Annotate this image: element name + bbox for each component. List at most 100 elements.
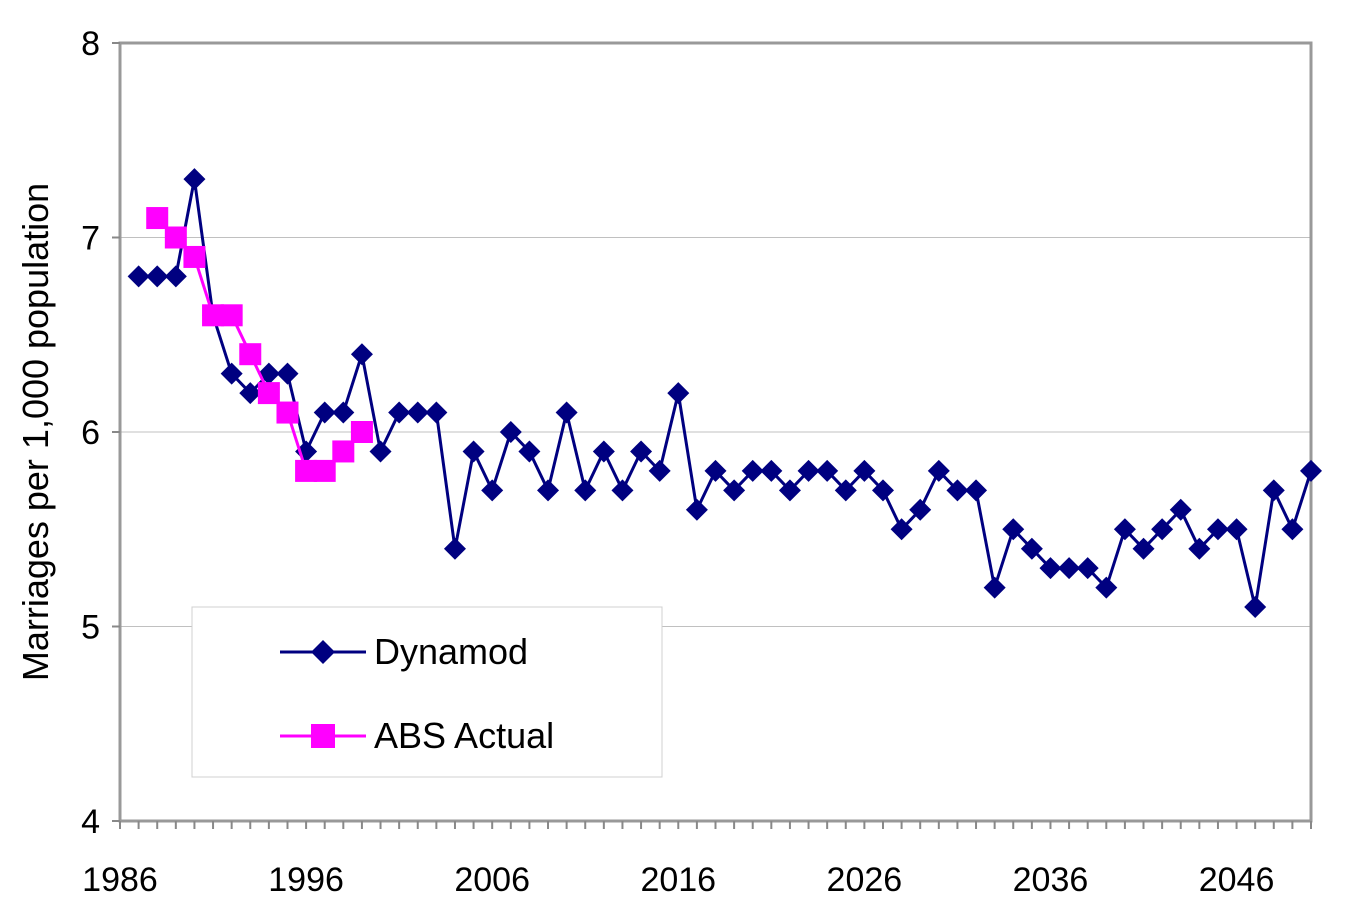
data-point-dynamod: [146, 265, 169, 288]
data-point-dynamod: [816, 459, 839, 482]
data-point-dynamod: [1020, 537, 1043, 560]
data-point-dynamod: [127, 265, 150, 288]
data-point-dynamod: [630, 440, 653, 463]
legend-box: [191, 606, 663, 778]
y-tick-label: 4: [81, 803, 100, 841]
data-point-dynamod: [574, 479, 597, 502]
legend: Dynamod ABS Actual: [191, 606, 663, 778]
legend-item-dynamod: Dynamod: [280, 631, 528, 672]
data-point-abs-actual: [332, 440, 355, 463]
data-point-abs-actual: [350, 421, 373, 443]
data-point-dynamod: [983, 576, 1006, 599]
data-point-dynamod: [443, 537, 466, 560]
data-point-dynamod: [518, 440, 541, 463]
y-axis: 4 5 6 7 8: [81, 25, 120, 841]
data-point-dynamod: [220, 362, 243, 385]
data-point-dynamod: [183, 168, 206, 191]
data-point-dynamod: [164, 265, 187, 288]
data-point-dynamod: [1095, 576, 1118, 599]
data-point-dynamod: [834, 479, 857, 502]
data-point-dynamod: [537, 479, 560, 502]
data-point-dynamod: [1169, 498, 1192, 521]
data-point-dynamod: [1058, 557, 1081, 580]
series-line-dynamod: [138, 177, 1313, 609]
x-axis: 1986 1996 2006 2016 2026 2036 2046: [82, 821, 1312, 899]
data-point-dynamod: [406, 401, 429, 424]
data-point-dynamod: [1188, 537, 1211, 560]
data-point-dynamod: [555, 401, 578, 424]
data-point-dynamod: [350, 343, 373, 366]
data-point-dynamod: [946, 479, 969, 502]
data-point-abs-actual: [146, 207, 169, 230]
data-point-abs-actual: [183, 245, 206, 268]
legend-marker-dynamod: [311, 640, 335, 664]
data-point-dynamod: [462, 440, 485, 463]
data-point-dynamod: [1151, 518, 1174, 541]
data-point-dynamod: [1076, 557, 1099, 580]
series-layer: [127, 168, 1322, 619]
x-tick-label: 1996: [268, 861, 344, 899]
data-point-dynamod: [741, 459, 764, 482]
data-point-dynamod: [388, 401, 411, 424]
data-point-dynamod: [1206, 518, 1229, 541]
x-tick-label: 1986: [82, 861, 158, 899]
legend-marker-abs-actual: [311, 724, 335, 748]
y-tick-label: 8: [81, 25, 100, 63]
data-point-dynamod: [369, 440, 392, 463]
data-point-dynamod: [499, 421, 522, 443]
data-point-abs-actual: [257, 382, 280, 405]
data-point-abs-actual: [276, 401, 299, 424]
data-point-dynamod: [276, 362, 299, 385]
data-point-dynamod: [313, 401, 336, 424]
data-point-dynamod: [648, 459, 671, 482]
x-tick-label: 2046: [1199, 861, 1275, 899]
data-point-abs-actual: [313, 459, 336, 482]
data-point-dynamod: [909, 498, 932, 521]
data-point-dynamod: [1039, 557, 1062, 580]
series-dynamod: [127, 168, 1322, 619]
gridlines: [120, 237, 1311, 627]
data-point-abs-actual: [202, 304, 225, 327]
data-point-dynamod: [611, 479, 634, 502]
data-point-dynamod: [704, 459, 727, 482]
data-point-dynamod: [927, 459, 950, 482]
data-point-dynamod: [1281, 518, 1304, 541]
data-point-dynamod: [667, 382, 690, 405]
data-point-dynamod: [685, 498, 708, 521]
series-abs-actual: [146, 207, 373, 482]
data-point-abs-actual: [295, 459, 318, 482]
data-point-dynamod: [1262, 479, 1285, 502]
data-point-dynamod: [871, 479, 894, 502]
data-point-dynamod: [853, 459, 876, 482]
data-point-dynamod: [1113, 518, 1136, 541]
y-tick-label: 7: [81, 220, 100, 258]
data-point-dynamod: [239, 382, 262, 405]
data-point-dynamod: [1225, 518, 1248, 541]
y-tick-label: 5: [81, 609, 100, 647]
x-tick-label: 2026: [827, 861, 903, 899]
data-point-dynamod: [332, 401, 355, 424]
data-point-dynamod: [1132, 537, 1155, 560]
y-tick-label: 6: [81, 414, 100, 452]
legend-item-abs-actual: ABS Actual: [280, 715, 554, 756]
data-point-dynamod: [723, 479, 746, 502]
data-point-dynamod: [1300, 459, 1322, 482]
data-point-abs-actual: [239, 343, 262, 366]
data-point-dynamod: [760, 459, 783, 482]
data-point-dynamod: [797, 459, 820, 482]
x-tick-label: 2016: [640, 861, 716, 899]
legend-label-abs-actual: ABS Actual: [374, 715, 554, 756]
x-tick-label: 2036: [1013, 861, 1089, 899]
data-point-abs-actual: [164, 226, 187, 249]
data-point-dynamod: [965, 479, 988, 502]
data-point-dynamod: [592, 440, 615, 463]
x-tick-label: 2006: [454, 861, 530, 899]
legend-label-dynamod: Dynamod: [374, 631, 528, 672]
data-point-dynamod: [890, 518, 913, 541]
data-point-dynamod: [1002, 518, 1025, 541]
data-point-dynamod: [1244, 596, 1267, 619]
data-point-dynamod: [425, 401, 448, 424]
data-point-dynamod: [778, 479, 801, 502]
y-axis-title: Marriages per 1,000 population: [15, 183, 56, 681]
